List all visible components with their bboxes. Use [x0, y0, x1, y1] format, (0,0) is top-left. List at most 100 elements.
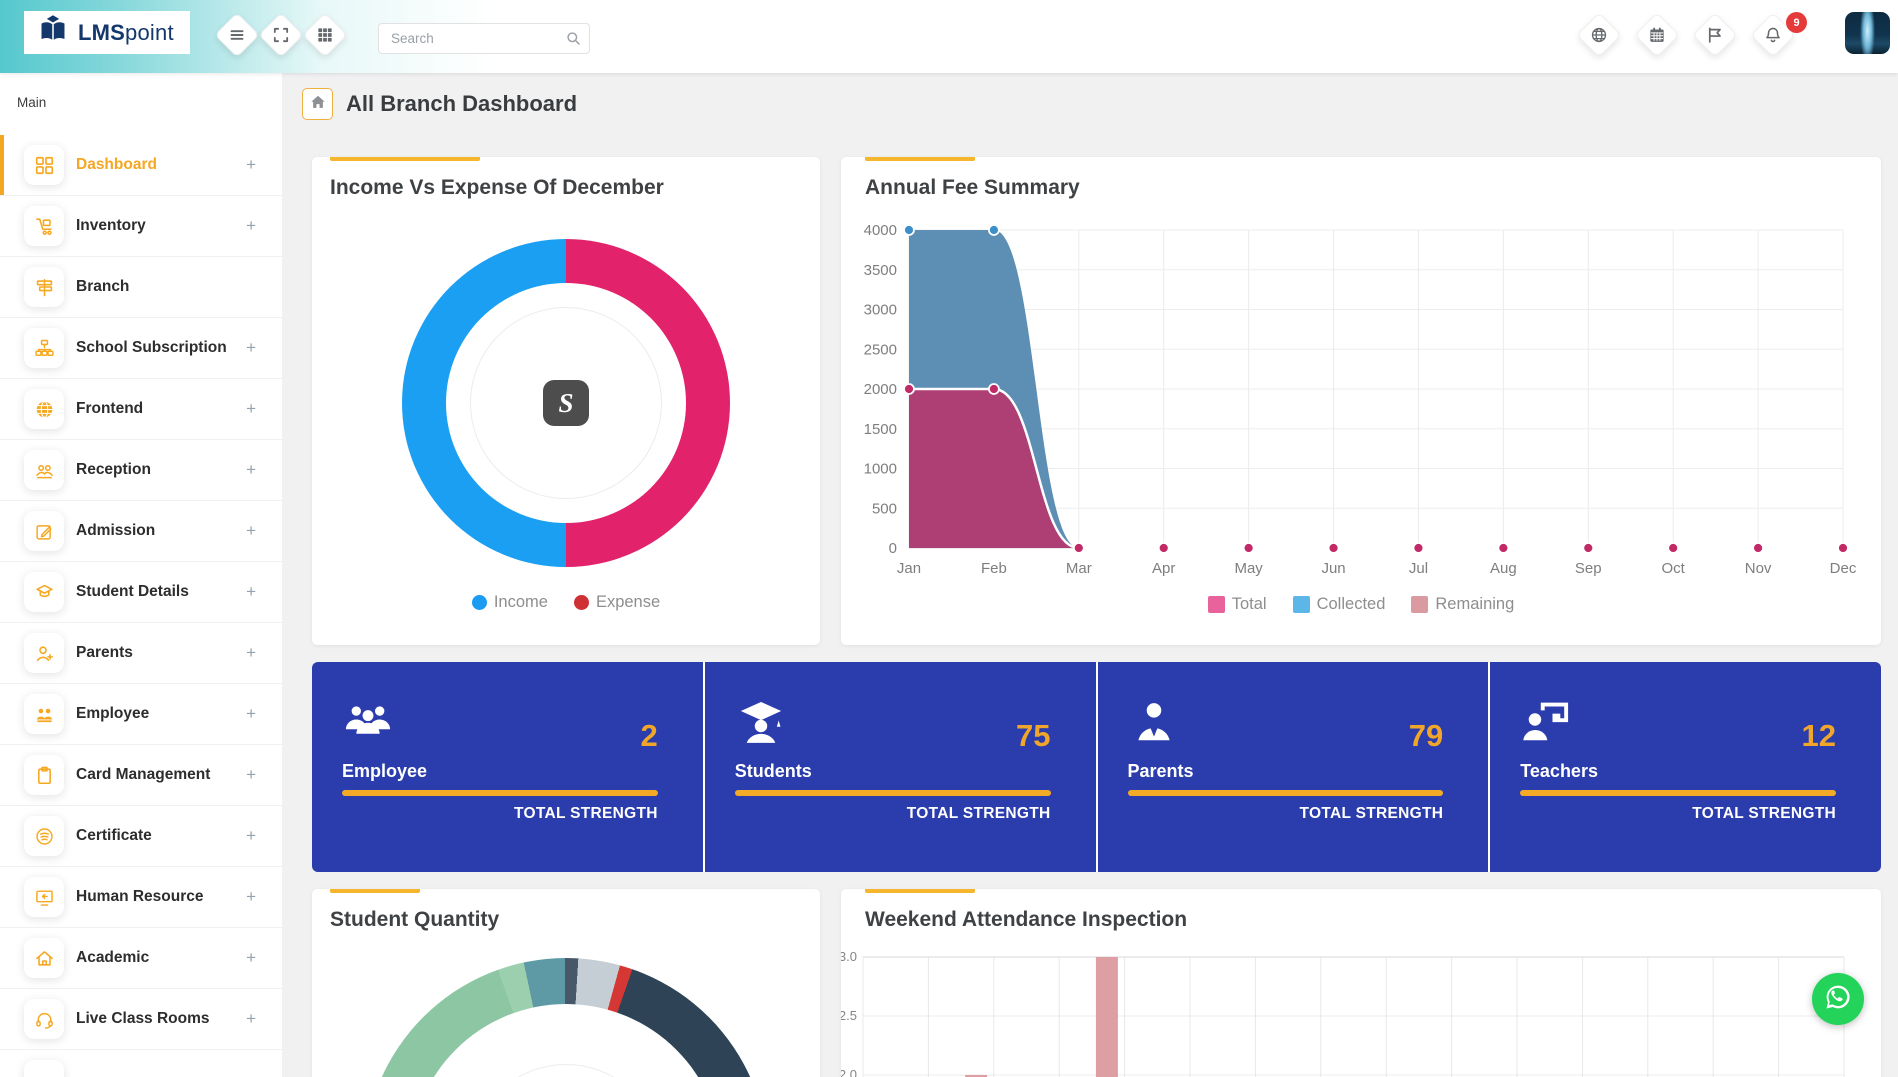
- stat-underline: [1127, 790, 1444, 796]
- grid-button[interactable]: [302, 12, 348, 58]
- stat-value: 79: [1408, 718, 1444, 753]
- sidebar-item-branch[interactable]: Branch: [0, 257, 282, 318]
- sidebar-item-label: Dashboard: [76, 156, 157, 173]
- brand-text: LMSpoint: [78, 19, 174, 45]
- stat-card-parents: 79 Parents TOTAL STRENGTH: [1097, 662, 1491, 872]
- sidebar-item-reception[interactable]: Reception +: [0, 440, 282, 501]
- search-icon[interactable]: [565, 30, 582, 47]
- flag-button[interactable]: [1692, 12, 1738, 58]
- sidebar: Main Dashboard + Inventory + Branch Scho…: [0, 73, 282, 1077]
- svg-text:Aug: Aug: [1490, 560, 1517, 577]
- stats-row: 2 Employee TOTAL STRENGTH 75 Students TO…: [312, 662, 1881, 872]
- expand-plus-icon[interactable]: +: [246, 643, 256, 662]
- sidebar-item-label: Frontend: [76, 400, 144, 417]
- sidebar-item-employee[interactable]: Employee +: [0, 684, 282, 745]
- brand-logo[interactable]: LMSpoint: [24, 11, 190, 54]
- svg-text:500: 500: [872, 500, 897, 517]
- employee-icon: [24, 694, 64, 734]
- sidebar-item-card-management[interactable]: Card Management +: [0, 745, 282, 806]
- legend-item-income[interactable]: Income: [471, 593, 548, 612]
- sidebar-item-school-subscription[interactable]: School Subscription +: [0, 318, 282, 379]
- svg-text:Jun: Jun: [1321, 560, 1345, 577]
- svg-text:Sep: Sep: [1575, 560, 1602, 577]
- stat-underline: [1520, 790, 1836, 796]
- sidebar-item-student-details[interactable]: Student Details +: [0, 562, 282, 623]
- svg-text:2.0: 2.0: [841, 1067, 857, 1077]
- teachers-icon: [1520, 700, 1572, 746]
- svg-text:Mar: Mar: [1066, 560, 1092, 577]
- svg-text:2500: 2500: [864, 341, 897, 358]
- frontend-icon: [24, 389, 64, 429]
- branch-icon: [24, 267, 64, 307]
- sidebar-item-certificate[interactable]: Certificate +: [0, 806, 282, 867]
- stat-label: Parents: [1127, 761, 1194, 781]
- stat-value: 2: [640, 718, 658, 753]
- expand-plus-icon[interactable]: +: [246, 948, 256, 967]
- fullscreen-icon: [272, 26, 291, 45]
- sidebar-item-inventory[interactable]: Inventory +: [0, 196, 282, 257]
- sidebar-item-admission[interactable]: Admission +: [0, 501, 282, 562]
- svg-text:Apr: Apr: [1152, 560, 1175, 577]
- page-title: All Branch Dashboard: [346, 91, 578, 116]
- expand-plus-icon[interactable]: +: [246, 887, 256, 906]
- expand-plus-icon[interactable]: +: [246, 338, 256, 357]
- sidebar-item-label: Reception: [76, 461, 151, 478]
- legend-item-remaining[interactable]: Remaining: [1411, 595, 1514, 614]
- search-input[interactable]: [378, 23, 590, 54]
- school-subscription-icon: [24, 328, 64, 368]
- flag-icon: [1706, 26, 1725, 45]
- svg-text:2.5: 2.5: [841, 1008, 857, 1023]
- dashboard-icon: [24, 145, 64, 185]
- hamburger-button[interactable]: [214, 12, 260, 58]
- sidebar-item-partial[interactable]: [0, 1050, 282, 1077]
- stat-sublabel: TOTAL STRENGTH: [906, 805, 1051, 822]
- svg-text:Feb: Feb: [981, 560, 1007, 577]
- whatsapp-button[interactable]: [1812, 973, 1864, 1025]
- stat-card-teachers: 12 Teachers TOTAL STRENGTH: [1490, 662, 1881, 872]
- center-logo: S: [543, 380, 589, 426]
- svg-text:Nov: Nov: [1745, 560, 1772, 577]
- bell-button[interactable]: [1750, 12, 1796, 58]
- annual-fee-chart: 0 500 1000 1500 2000 2500 3000 3500 4000 Jan Feb Ma…: [864, 222, 1857, 577]
- globe-button[interactable]: [1576, 12, 1622, 58]
- expand-plus-icon[interactable]: +: [246, 826, 256, 845]
- calendar-icon: [1648, 26, 1667, 45]
- inventory-icon: [24, 206, 64, 246]
- sidebar-item-live-class-rooms[interactable]: Live Class Rooms +: [0, 989, 282, 1050]
- legend-item-total[interactable]: Total: [1207, 595, 1267, 614]
- expand-plus-icon[interactable]: +: [246, 1009, 256, 1028]
- expand-plus-icon[interactable]: +: [246, 460, 256, 479]
- sidebar-item-label: Employee: [76, 705, 150, 722]
- academic-icon: [24, 938, 64, 978]
- home-button[interactable]: [302, 88, 333, 120]
- expand-plus-icon[interactable]: +: [246, 521, 256, 540]
- expand-plus-icon[interactable]: +: [246, 582, 256, 601]
- stat-underline: [734, 790, 1051, 796]
- avatar[interactable]: [1845, 12, 1890, 54]
- sidebar-item-dashboard[interactable]: Dashboard +: [0, 135, 282, 196]
- stat-value: 75: [1016, 718, 1051, 753]
- sidebar-item-label: Academic: [76, 949, 150, 966]
- certificate-icon: [24, 816, 64, 856]
- svg-text:May: May: [1234, 560, 1263, 577]
- legend-item-collected[interactable]: Collected: [1292, 595, 1385, 614]
- sidebar-item-parents[interactable]: Parents +: [0, 623, 282, 684]
- sidebar-item-academic[interactable]: Academic +: [0, 928, 282, 989]
- svg-text:Dec: Dec: [1830, 560, 1857, 577]
- weekend-attendance-card: Weekend Attendance Inspection 3.0 2.5 2.0: [841, 889, 1881, 1077]
- svg-text:1000: 1000: [864, 461, 897, 478]
- expand-plus-icon[interactable]: +: [246, 765, 256, 784]
- expand-plus-icon[interactable]: +: [246, 216, 256, 235]
- sidebar-item-frontend[interactable]: Frontend +: [0, 379, 282, 440]
- svg-text:3.0: 3.0: [841, 949, 857, 964]
- card-accent: [330, 889, 420, 893]
- reception-icon: [24, 450, 64, 490]
- sidebar-item-human-resource[interactable]: Human Resource +: [0, 867, 282, 928]
- calendar-button[interactable]: [1634, 12, 1680, 58]
- legend-item-expense[interactable]: Expense: [573, 593, 660, 612]
- expand-plus-icon[interactable]: +: [246, 155, 256, 174]
- expand-plus-icon[interactable]: +: [246, 704, 256, 723]
- fullscreen-button[interactable]: [258, 12, 304, 58]
- expand-plus-icon[interactable]: +: [246, 399, 256, 418]
- sidebar-section-label: Main: [17, 95, 47, 110]
